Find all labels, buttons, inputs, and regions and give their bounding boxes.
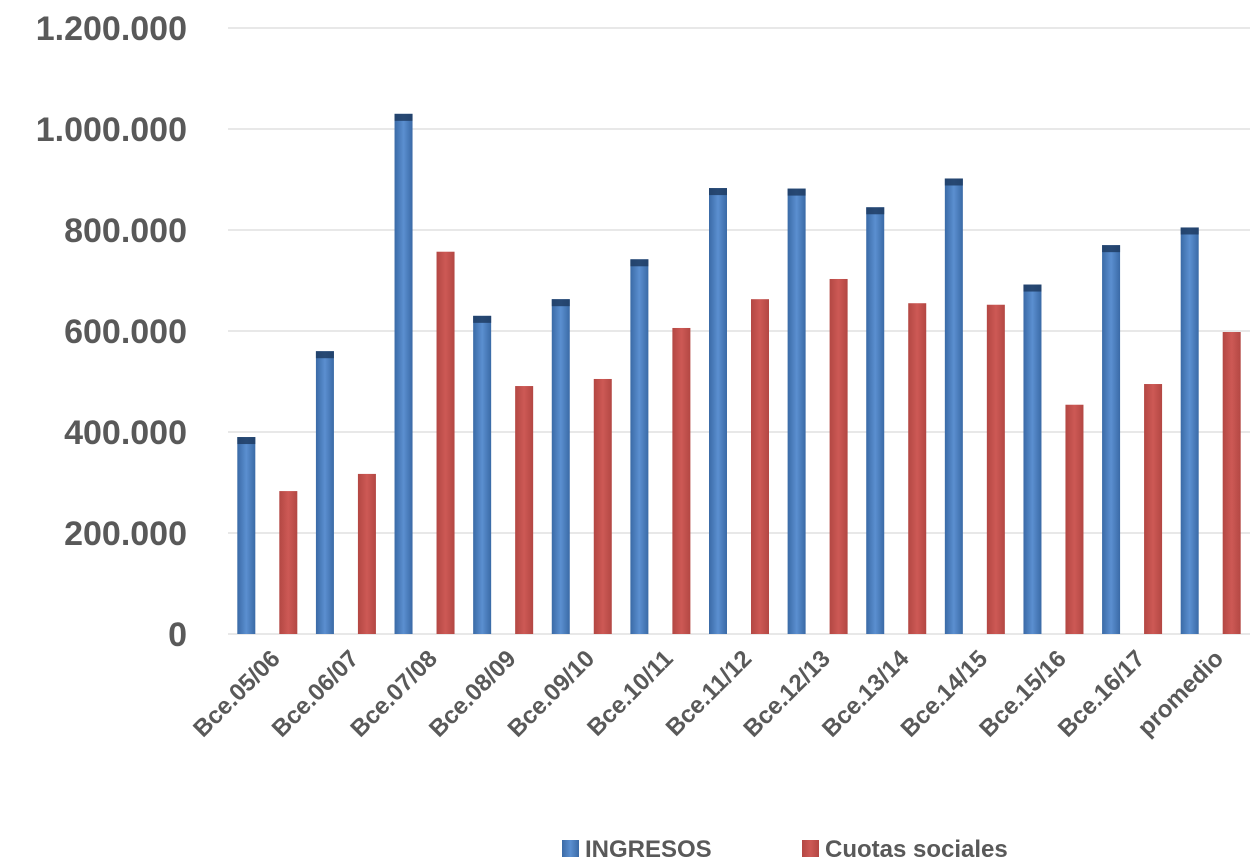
legend-label: INGRESOS	[585, 836, 712, 863]
bars	[237, 113, 1241, 635]
x-category-label: Bce.09/10	[503, 645, 600, 742]
bar-ingresos	[237, 437, 256, 634]
bar-cuotas-sociales	[593, 378, 612, 634]
bar-cap	[944, 178, 963, 186]
y-axis-tick-labels: 0 200.000 400.000 600.000 800.000 1.000.000 1.…	[36, 10, 187, 654]
bar-cuotas-sociales	[986, 304, 1005, 634]
bar-cuotas-sociales	[436, 251, 455, 634]
bar-ingresos	[1023, 284, 1042, 634]
bar-ingresos	[473, 315, 492, 634]
bar-cap	[709, 188, 727, 196]
bar-cuotas-sociales	[357, 473, 376, 634]
bar-ingresos	[944, 178, 963, 635]
x-axis-category-labels: Bce.05/06Bce.06/07Bce.07/08Bce.08/09Bce.…	[188, 645, 1229, 743]
bar-ingresos	[394, 113, 413, 635]
y-tick-label: 800.000	[64, 212, 187, 250]
bar-cap	[787, 188, 806, 196]
bar-cuotas-sociales	[751, 299, 769, 634]
bar-ingresos	[630, 259, 649, 634]
legend-label: Cuotas sociales	[825, 836, 1008, 863]
y-tick-label: 400.000	[64, 414, 187, 452]
bar-ingresos	[315, 351, 334, 634]
bar-cuotas-sociales	[1144, 384, 1163, 634]
bar-cap	[394, 113, 413, 121]
bar-ingresos	[1180, 227, 1199, 634]
bar-cap	[1180, 227, 1199, 235]
bar-cap	[630, 259, 649, 267]
bar-cuotas-sociales	[279, 491, 298, 634]
bar-cuotas-sociales	[672, 327, 691, 634]
legend: INGRESOS Cuotas sociales	[562, 836, 1008, 863]
bar-cuotas-sociales	[515, 386, 534, 634]
bar-cuotas-sociales	[1222, 332, 1241, 634]
bar-ingresos	[866, 207, 885, 634]
y-tick-label: 1.000.000	[36, 111, 187, 149]
bar-cuotas-sociales	[829, 278, 848, 634]
bar-ingresos	[787, 188, 806, 634]
bar-cap	[237, 437, 256, 445]
gridlines	[228, 27, 1250, 635]
x-category-label: Bce.16/17	[1053, 645, 1150, 742]
bar-cap	[866, 207, 885, 215]
bar-ingresos	[709, 188, 727, 634]
bar-ingresos	[551, 299, 570, 634]
bar-cap	[1023, 284, 1042, 292]
bar-ingresos	[1102, 245, 1121, 634]
bar-cap	[551, 299, 570, 307]
x-category-label: promedio	[1133, 645, 1229, 741]
bar-cap	[315, 351, 334, 359]
y-tick-label: 600.000	[64, 313, 187, 351]
bar-cap	[1102, 245, 1121, 253]
y-tick-label: 0	[168, 616, 187, 654]
y-tick-label: 1.200.000	[36, 10, 187, 48]
bar-cuotas-sociales	[908, 303, 927, 634]
legend-swatch	[802, 840, 819, 857]
bar-cap	[473, 315, 492, 323]
y-tick-label: 200.000	[64, 515, 187, 553]
bar-cuotas-sociales	[1065, 404, 1084, 634]
legend-swatch	[562, 840, 579, 857]
